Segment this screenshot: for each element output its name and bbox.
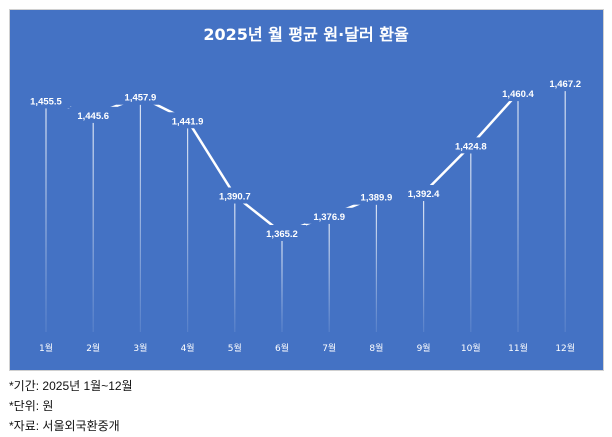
note-source: *자료: 서울외국환중개 (9, 419, 120, 433)
drop-line (328, 223, 330, 332)
x-tick-label: 9월 (417, 342, 431, 354)
drop-line (517, 101, 519, 332)
drop-line (139, 104, 141, 332)
data-label-text: 1,457.9 (125, 93, 157, 104)
data-label-text: 1,376.9 (313, 212, 345, 223)
x-tick-label: 5월 (228, 342, 242, 354)
data-label-text: 1,392.4 (408, 189, 440, 200)
x-tick-label: 11월 (508, 342, 528, 354)
data-label: 1,441.9 (163, 112, 212, 129)
drop-line (423, 201, 425, 332)
drop-line (92, 122, 94, 332)
data-label-text: 1,460.4 (502, 89, 534, 100)
drop-line (470, 153, 472, 332)
x-tick-label: 10월 (461, 342, 481, 354)
data-label-text: 1,389.9 (361, 193, 393, 204)
data-label: 1,365.2 (258, 225, 306, 241)
notes: *기간: 2025년 1월~12월 *단위: 원 *자료: 서울외국환중개 (9, 376, 133, 436)
chart-title: 2025년 월 평균 원·달러 환율 (203, 25, 409, 44)
data-label: 1,455.5 (22, 92, 70, 109)
drop-line (187, 128, 189, 332)
x-tick-label: 12월 (555, 342, 575, 354)
drop-line (281, 241, 283, 332)
drop-line (564, 91, 566, 332)
x-tick-label: 6월 (275, 342, 289, 354)
note-unit: *단위: 원 (9, 399, 54, 413)
x-tick-label: 2월 (86, 342, 100, 354)
data-label-text: 1,424.8 (455, 141, 487, 152)
data-label-text: 1,441.9 (172, 116, 204, 127)
x-tick-label: 4월 (181, 342, 195, 354)
data-label: 1,390.7 (210, 187, 259, 204)
data-label: 1,457.9 (116, 88, 165, 105)
data-label-text: 1,390.7 (219, 192, 251, 203)
chart: 2025년 월 평균 원·달러 환율 1,455.5 1,445.6 1,457.9… (9, 9, 604, 371)
x-tick-label: 3월 (133, 342, 147, 354)
x-tick-label: 8월 (369, 342, 383, 354)
data-label: 1,376.9 (305, 207, 354, 224)
data-label: 1,445.6 (69, 106, 118, 123)
data-label-text: 1,467.2 (549, 79, 581, 90)
chart-svg: 2025년 월 평균 원·달러 환율 1,455.5 1,445.6 1,457.9… (22, 25, 590, 354)
data-label: 1,389.9 (352, 188, 401, 205)
data-label: 1,424.8 (446, 137, 495, 154)
drop-line (234, 203, 236, 332)
drop-line (375, 204, 377, 332)
drop-line (45, 108, 47, 332)
x-tick-label: 1월 (39, 342, 53, 354)
x-tick-label: 7월 (322, 342, 336, 354)
data-label-text: 1,445.6 (77, 111, 109, 122)
data-label-text: 1,365.2 (266, 229, 298, 240)
data-label-text: 1,455.5 (30, 96, 62, 107)
data-label: 1,460.4 (494, 85, 542, 102)
note-period: *기간: 2025년 1월~12월 (9, 379, 133, 393)
data-label: 1,392.4 (399, 185, 448, 202)
data-label: 1,467.2 (541, 75, 590, 92)
